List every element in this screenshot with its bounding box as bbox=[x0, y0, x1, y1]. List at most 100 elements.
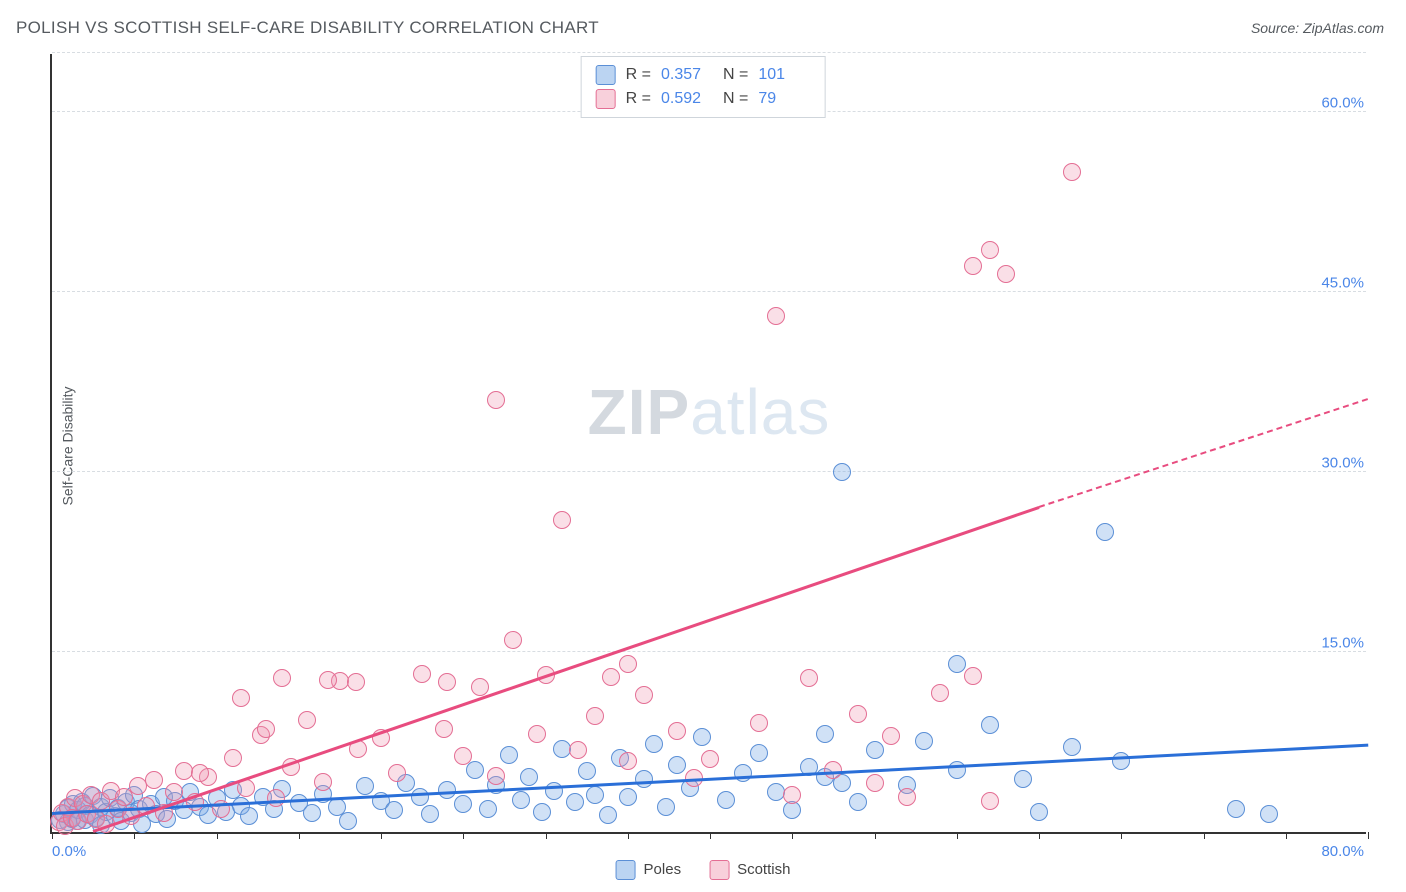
point-poles bbox=[866, 741, 884, 759]
point-poles bbox=[1260, 805, 1278, 823]
point-scottish bbox=[981, 792, 999, 810]
point-poles bbox=[553, 740, 571, 758]
point-poles bbox=[833, 463, 851, 481]
gridline bbox=[52, 471, 1366, 472]
point-scottish bbox=[668, 722, 686, 740]
point-scottish bbox=[388, 764, 406, 782]
legend-item-scottish: Scottish bbox=[709, 860, 790, 880]
point-scottish bbox=[619, 655, 637, 673]
point-poles bbox=[578, 762, 596, 780]
point-poles bbox=[645, 735, 663, 753]
point-scottish bbox=[800, 669, 818, 687]
swatch-blue-icon bbox=[616, 860, 636, 880]
watermark-rest: atlas bbox=[690, 376, 830, 448]
point-poles bbox=[303, 804, 321, 822]
r-label: R = bbox=[626, 90, 651, 108]
point-scottish bbox=[931, 684, 949, 702]
point-scottish bbox=[866, 774, 884, 792]
watermark: ZIPatlas bbox=[588, 375, 831, 449]
point-scottish bbox=[964, 257, 982, 275]
x-tick bbox=[628, 832, 629, 839]
point-poles bbox=[1096, 523, 1114, 541]
point-scottish bbox=[635, 686, 653, 704]
point-scottish bbox=[298, 711, 316, 729]
point-scottish bbox=[981, 241, 999, 259]
point-poles bbox=[520, 768, 538, 786]
point-scottish bbox=[997, 265, 1015, 283]
n-value-blue: 101 bbox=[758, 66, 810, 84]
point-poles bbox=[500, 746, 518, 764]
r-value-blue: 0.357 bbox=[661, 66, 713, 84]
point-scottish bbox=[849, 705, 867, 723]
x-tick bbox=[299, 832, 300, 839]
point-poles bbox=[411, 788, 429, 806]
point-scottish bbox=[767, 307, 785, 325]
point-scottish bbox=[191, 764, 209, 782]
legend-item-poles: Poles bbox=[616, 860, 682, 880]
point-poles bbox=[767, 783, 785, 801]
x-tick bbox=[134, 832, 135, 839]
x-tick bbox=[52, 832, 53, 839]
r-label: R = bbox=[626, 66, 651, 84]
y-tick-label: 15.0% bbox=[1321, 635, 1368, 652]
point-scottish bbox=[553, 511, 571, 529]
point-poles bbox=[849, 793, 867, 811]
point-scottish bbox=[504, 631, 522, 649]
point-poles bbox=[1030, 803, 1048, 821]
point-scottish bbox=[471, 678, 489, 696]
point-scottish bbox=[165, 783, 183, 801]
n-value-pink: 79 bbox=[758, 90, 810, 108]
swatch-blue-icon bbox=[596, 65, 616, 85]
point-scottish bbox=[438, 673, 456, 691]
r-value-pink: 0.592 bbox=[661, 90, 713, 108]
chart-title: POLISH VS SCOTTISH SELF-CARE DISABILITY … bbox=[16, 18, 599, 38]
swatch-pink-icon bbox=[596, 89, 616, 109]
point-poles bbox=[566, 793, 584, 811]
trendline-scottish-extrapolated bbox=[1039, 398, 1369, 508]
point-scottish bbox=[435, 720, 453, 738]
point-poles bbox=[339, 812, 357, 830]
point-poles bbox=[479, 800, 497, 818]
point-poles bbox=[1227, 800, 1245, 818]
point-poles bbox=[619, 788, 637, 806]
gridline bbox=[52, 291, 1366, 292]
point-scottish bbox=[145, 771, 163, 789]
point-poles bbox=[512, 791, 530, 809]
x-tick bbox=[463, 832, 464, 839]
point-scottish bbox=[750, 714, 768, 732]
point-poles bbox=[1063, 738, 1081, 756]
x-tick bbox=[957, 832, 958, 839]
x-tick bbox=[546, 832, 547, 839]
source-label: Source: ZipAtlas.com bbox=[1251, 20, 1384, 36]
point-scottish bbox=[528, 725, 546, 743]
point-scottish bbox=[273, 669, 291, 687]
point-scottish bbox=[783, 786, 801, 804]
legend-label-scottish: Scottish bbox=[737, 861, 790, 878]
point-scottish bbox=[569, 741, 587, 759]
x-max-label: 80.0% bbox=[1321, 843, 1364, 860]
x-tick bbox=[1121, 832, 1122, 839]
x-tick bbox=[217, 832, 218, 839]
point-poles bbox=[533, 803, 551, 821]
point-poles bbox=[1014, 770, 1032, 788]
trendline-scottish bbox=[93, 506, 1040, 832]
legend-row-blue: R = 0.357 N = 101 bbox=[596, 63, 811, 87]
x-tick bbox=[875, 832, 876, 839]
n-label: N = bbox=[723, 90, 748, 108]
x-tick bbox=[1286, 832, 1287, 839]
x-tick bbox=[1204, 832, 1205, 839]
point-scottish bbox=[619, 752, 637, 770]
correlation-legend: R = 0.357 N = 101 R = 0.592 N = 79 bbox=[581, 56, 826, 118]
n-label: N = bbox=[723, 66, 748, 84]
point-poles bbox=[981, 716, 999, 734]
point-scottish bbox=[824, 761, 842, 779]
point-poles bbox=[438, 781, 456, 799]
point-scottish bbox=[964, 667, 982, 685]
point-scottish bbox=[701, 750, 719, 768]
point-poles bbox=[385, 801, 403, 819]
point-poles bbox=[657, 798, 675, 816]
point-poles bbox=[1112, 752, 1130, 770]
point-poles bbox=[635, 770, 653, 788]
point-poles bbox=[783, 801, 801, 819]
legend-row-pink: R = 0.592 N = 79 bbox=[596, 87, 811, 111]
